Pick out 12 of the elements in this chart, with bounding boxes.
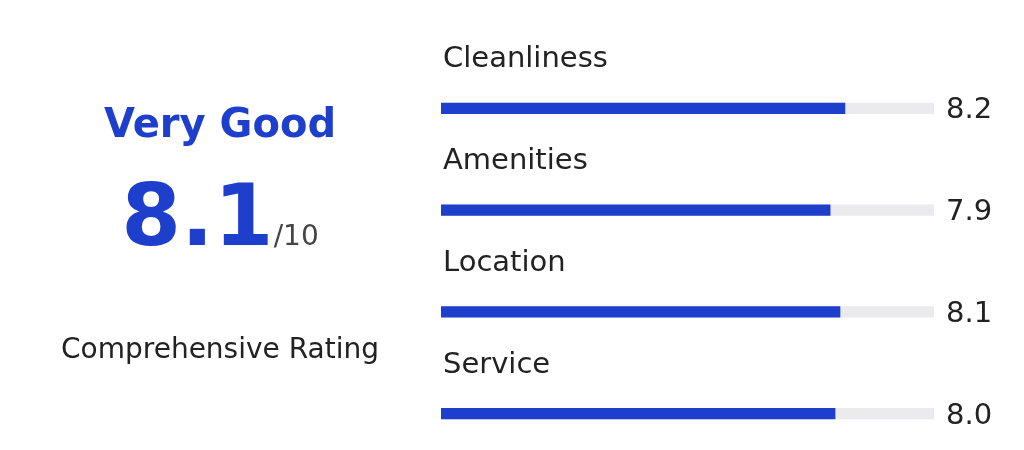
- y-tick-label: Service: [443, 346, 551, 380]
- data-label: 8.2: [946, 91, 993, 125]
- text: Comprehensive Rating: [60, 332, 380, 365]
- text: /10: [273, 219, 319, 252]
- data-label: 8.1: [946, 295, 993, 329]
- data-label: 7.9: [946, 193, 993, 227]
- data-label: 8.0: [946, 397, 993, 431]
- y-tick-label: Location: [443, 244, 566, 278]
- text: 8.1: [121, 165, 274, 265]
- y-tick-label: Cleanliness: [443, 40, 608, 74]
- text: Very Good: [102, 100, 338, 146]
- y-tick-label: Amenities: [443, 142, 588, 176]
